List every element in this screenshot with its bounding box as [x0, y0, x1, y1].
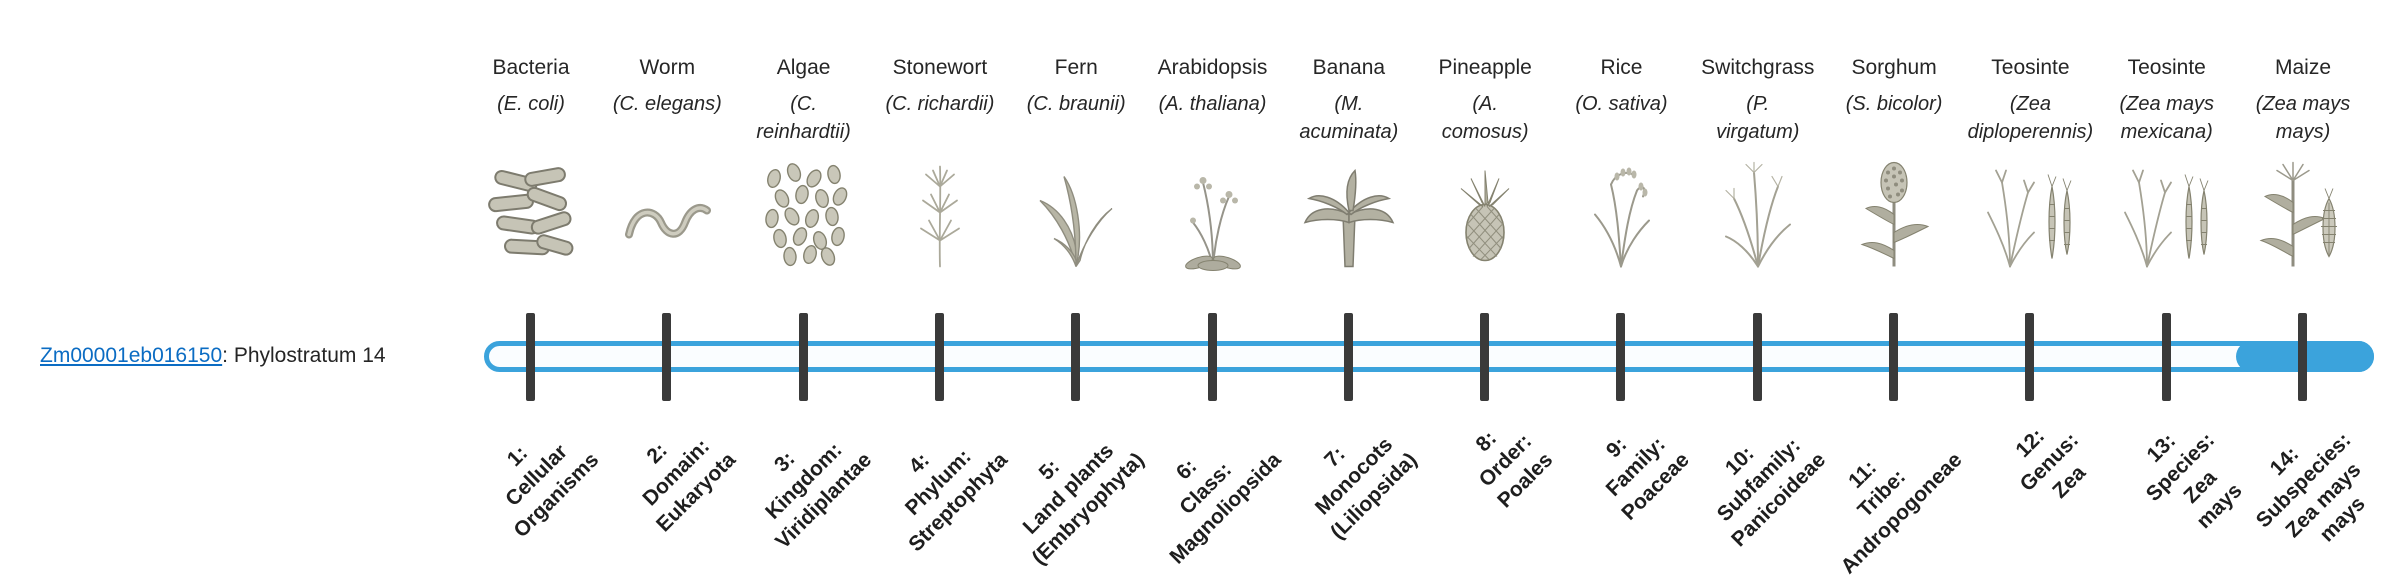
timeline-tick: [1616, 313, 1626, 401]
phylostratum-column: Rice (O. sativa) 9: Family: Poaceae: [1531, 0, 1711, 580]
phylostratum-column: Sorghum (S. bicolor) 11: Tribe: Andropogone…: [1804, 0, 1984, 580]
organism-name: Bacteria: [492, 56, 570, 79]
organism-species: (E. coli): [429, 90, 633, 118]
phylostratum-column: Pineapple (A. comosus) 8: Order: Poales: [1395, 0, 1575, 580]
organism-species: (C. braunii): [974, 90, 1178, 118]
pineapple-icon: [1435, 154, 1535, 274]
phylostratum-label: 14: Subspecies: Zea mays mays: [2232, 408, 2397, 573]
maize-icon: [2253, 154, 2353, 274]
organism-species: (O. sativa): [1519, 90, 1723, 118]
organism-species-line: mexicana): [2120, 121, 2213, 143]
phylostratum-column: Arabidopsis (A. thaliana) 6: Class: Magnoli…: [1123, 0, 1303, 580]
organism-species-line: (A. thaliana): [1158, 93, 1267, 115]
banana-icon: [1299, 154, 1399, 274]
phylostratum-column: Banana (M. acuminata) 7: Monocots (Liliopsid…: [1259, 0, 1439, 580]
organism-name: Banana: [1312, 56, 1386, 79]
timeline-tick: [1071, 313, 1081, 401]
organism-species: (C. reinhardtii): [702, 90, 906, 146]
organism-species: (P. virgatum): [1656, 90, 1860, 146]
organism-name: Algae: [776, 56, 831, 79]
organism-name: Arabidopsis: [1157, 56, 1268, 79]
timeline-tick: [1207, 313, 1217, 401]
timeline-tick: [526, 313, 535, 401]
organism-name: Worm: [639, 56, 696, 79]
switchgrass-icon: [1708, 154, 1808, 274]
algae-icon: [754, 154, 854, 274]
organism-species-line: (Zea mays: [2255, 93, 2351, 115]
organism-name: Rice: [1600, 56, 1643, 79]
organism-species-line: virgatum): [1716, 121, 1800, 143]
organism-species-line: (C. richardii): [885, 93, 995, 115]
organism-species-line: diploperennis): [1967, 121, 2094, 143]
organism-name: Pineapple: [1438, 56, 1532, 79]
stonewort-icon: [890, 154, 990, 274]
phylostratum-column: Worm (C. elegans) 2: Domain: Eukaryota: [577, 0, 757, 580]
teosinte-icon: [2117, 154, 2217, 274]
organism-species: (M. acuminata): [1247, 90, 1451, 146]
organism-species-line: reinhardtii): [756, 121, 851, 143]
organism-species-line: mays): [2275, 121, 2331, 143]
phylostratum-column: Stonewort (C. richardii) 4: Phylum: Strepto…: [850, 0, 1030, 580]
organism-name: Teosinte: [2127, 56, 2206, 79]
organism-name: Sorghum: [1851, 56, 1937, 79]
phylostratum-column: Teosinte (Zea mays mexicana) 13: Species: Ze…: [2077, 0, 2257, 580]
organism-species-line: (C. elegans): [612, 93, 722, 115]
organism-species: (Zea mays mexicana): [2065, 90, 2269, 146]
phylostratum-column: Bacteria (E. coli) 1: Cellular Organisms: [441, 0, 621, 580]
timeline-tick: [798, 313, 808, 401]
organism-species: (C. elegans): [565, 90, 769, 118]
organism-name: Teosinte: [1991, 56, 2070, 79]
timeline-tick: [2025, 313, 2035, 401]
timeline-tick: [2161, 313, 2171, 401]
gene-label-suffix: : Phylostratum 14: [222, 344, 386, 367]
sorghum-icon: [1844, 154, 1944, 274]
organism-species: (A. thaliana): [1111, 90, 1315, 118]
bacteria-icon: [481, 154, 581, 274]
organism-species-line: (C. braunii): [1026, 93, 1126, 115]
rice-icon: [1571, 154, 1671, 274]
organism-species: (Zea diploperennis): [1928, 90, 2132, 146]
timeline-tick: [2298, 313, 2308, 401]
organism-species-line: (S. bicolor): [1845, 93, 1943, 115]
timeline-tick: [1889, 313, 1899, 401]
organism-name: Maize: [2275, 56, 2332, 79]
organism-species-line: (Zea: [2009, 93, 2051, 115]
timeline-tick: [934, 313, 944, 401]
worm-icon: [617, 154, 717, 274]
organism-species-line: (O. sativa): [1575, 93, 1668, 115]
organism-name: Switchgrass: [1701, 56, 1815, 79]
organism-species-line: (M.: [1334, 93, 1364, 115]
organism-species-line: (A.: [1472, 93, 1498, 115]
organism-species: (S. bicolor): [1792, 90, 1996, 118]
organism-species-line: (P.: [1746, 93, 1770, 115]
organism-species: (C. richardii): [838, 90, 1042, 118]
phylostratum-column: Algae (C. reinhardtii) 3: Kingdom: Viridipla…: [714, 0, 894, 580]
timeline-tick: [662, 313, 672, 401]
teosinte-icon: [1980, 154, 2080, 274]
gene-label: Zm00001eb016150: Phylostratum 14: [40, 344, 386, 368]
organism-name: Stonewort: [892, 56, 988, 79]
fern-icon: [1026, 154, 1126, 274]
timeline-tick: [1343, 313, 1353, 401]
phylostratum-column: Fern (C. braunii) 5: Land plants (Embryophy…: [986, 0, 1166, 580]
arabidopsis-icon: [1163, 154, 1263, 274]
phylostratum-column: Maize (Zea mays mays) 14: Subspecies: Zea ma…: [2213, 0, 2393, 580]
organism-species: (Zea mays mays): [2201, 90, 2400, 146]
gene-link[interactable]: Zm00001eb016150: [40, 344, 223, 367]
organism-species: (A. comosus): [1383, 90, 1587, 146]
organism-species-line: comosus): [1441, 121, 1529, 143]
organism-species-line: (E. coli): [497, 93, 565, 115]
organism-species-line: (C.: [790, 93, 817, 115]
organism-species-line: acuminata): [1299, 121, 1399, 143]
timeline-tick: [1752, 313, 1762, 401]
timeline-tick: [1480, 313, 1490, 401]
phylostratum-column: Teosinte (Zea diploperennis) 12: Genus: Zea: [1940, 0, 2120, 580]
organism-species-line: (Zea mays: [2119, 93, 2214, 115]
organism-name: Fern: [1054, 56, 1098, 79]
phylostratum-column: Switchgrass (P. virgatum) 10: Subfamily: Pan…: [1668, 0, 1848, 580]
